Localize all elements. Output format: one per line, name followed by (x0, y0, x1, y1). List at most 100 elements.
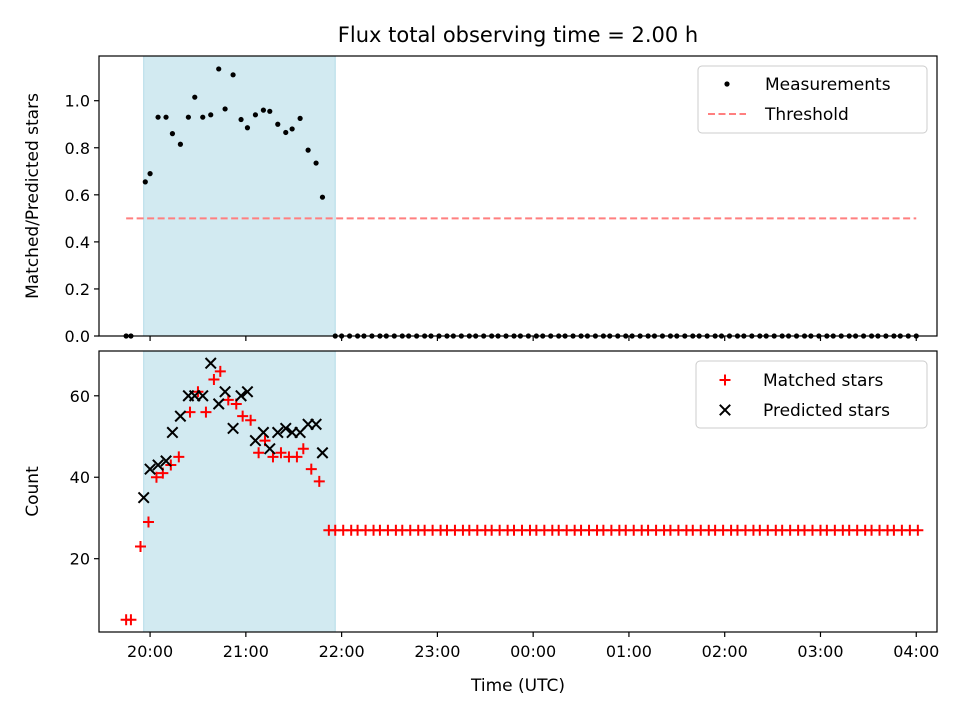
predicted-star-point (263, 442, 276, 455)
predicted-star-point (219, 385, 232, 398)
y-tick-label: 0.2 (65, 280, 90, 299)
matched-star-point (150, 471, 162, 483)
top-observing-span (143, 55, 336, 337)
y-tick-label: 0.6 (65, 186, 90, 205)
top-y-ticks: 0.0 0.2 0.4 0.6 0.8 1.0 (65, 92, 99, 346)
predicted-star-point (271, 426, 284, 439)
predicted-star-point (160, 455, 172, 467)
predicted-star-point (152, 459, 164, 471)
matched-star-point (313, 475, 325, 487)
measurement-point (142, 179, 148, 185)
predicted-star-point (212, 398, 225, 410)
measurement-point (319, 194, 326, 200)
x-tick-label: 21:00 (223, 642, 269, 661)
matched-star-point (142, 516, 154, 528)
chart-title: Flux total observing time = 2.00 h (338, 23, 698, 47)
measurement-point (305, 147, 311, 153)
bottom-axes-frame (98, 350, 938, 633)
measurement-point (185, 114, 191, 120)
legend-x-mark (719, 404, 731, 416)
matched-star-point (125, 614, 137, 626)
predicted-star-point (144, 463, 156, 476)
x-tick-label: 03:00 (797, 642, 843, 661)
top-legend-box (697, 65, 928, 134)
top-x-ticks (149, 336, 917, 341)
predicted-star-point (310, 418, 322, 431)
x-tick-label: 04:00 (893, 642, 939, 661)
x-tick-label: 00:00 (510, 642, 556, 661)
measurement-point (283, 129, 289, 136)
predicted-star-point (235, 389, 247, 402)
predicted-star-point (257, 426, 270, 439)
matched-star-point (200, 406, 212, 418)
predicted-star-point (137, 491, 150, 504)
matched-star-point (291, 451, 303, 463)
legend-plus-mark (719, 374, 731, 386)
x-tick-label: 23:00 (414, 642, 460, 661)
matched-star-point (237, 410, 249, 422)
measurement-point (222, 106, 228, 112)
matched-star-point (135, 540, 147, 552)
matched-star-point (305, 463, 317, 475)
bottom-series (120, 357, 924, 626)
measurement-point (147, 171, 153, 177)
matched-star-point (275, 447, 287, 459)
x-axis-label: Time (UTC) (470, 676, 565, 696)
matched-star-point (253, 447, 265, 459)
top-axes-frame (98, 55, 938, 337)
measurement-point (297, 115, 303, 121)
measurement-point (155, 114, 161, 120)
measurement-point (200, 114, 206, 120)
predicted-star-point (204, 357, 217, 370)
measurement-point (216, 66, 222, 72)
y-tick-label: 60 (70, 387, 90, 406)
matched-star-point (297, 443, 309, 455)
measurement-point (169, 131, 176, 137)
measurement-point (230, 72, 236, 78)
measurement-point (177, 141, 184, 147)
measurement-point (260, 107, 267, 113)
y-tick-label: 20 (70, 550, 90, 569)
legend-measurements-label: Measurements (765, 75, 891, 95)
matched-star-point (214, 365, 226, 377)
top-panel: Flux total observing time = 2.00 h Match… (23, 23, 938, 346)
measurement-point (238, 116, 244, 123)
measurement-point (267, 108, 273, 114)
x-tick-label: 01:00 (606, 642, 652, 661)
legend-threshold-label: Threshold (764, 105, 849, 125)
matched-star-point (184, 406, 196, 418)
bottom-x-ticks: 20:00 21:00 22:00 23:00 00:00 01:00 02:00 03:00… (127, 632, 939, 661)
matched-star-point (208, 374, 220, 386)
bottom-legend: Matched stars Predicted stars (695, 360, 928, 429)
top-y-axis-label: Matched/Predicted stars (23, 93, 43, 299)
predicted-star-point (227, 422, 239, 435)
measurement-point (275, 121, 281, 127)
predicted-star-point (316, 446, 329, 459)
predicted-star-point (279, 422, 292, 435)
measurement-point (192, 94, 198, 100)
matched-star-point (912, 524, 924, 536)
legend-predicted-label: Predicted stars (763, 401, 890, 421)
y-tick-label: 0.8 (65, 139, 90, 158)
legend-predicted-marker (719, 404, 731, 416)
measurement-point (289, 126, 295, 132)
legend-matched-label: Matched stars (763, 371, 883, 391)
x-tick-label: 22:00 (319, 642, 365, 661)
bottom-y-ticks: 20 40 60 (70, 387, 99, 569)
y-tick-label: 40 (70, 468, 90, 487)
x-tick-label: 02:00 (702, 642, 748, 661)
matched-star-point (245, 414, 257, 426)
y-tick-label: 1.0 (65, 92, 90, 111)
legend-measurements-marker (724, 81, 730, 87)
y-tick-label: 0.0 (65, 327, 90, 346)
x-tick-label: 20:00 (127, 642, 173, 661)
bottom-legend-box (695, 360, 928, 429)
predicted-star-point (174, 410, 187, 423)
measurement-point (244, 125, 251, 131)
bottom-y-axis-label: Count (23, 466, 43, 517)
measurement-point (208, 112, 214, 118)
legend-matched-marker (719, 374, 731, 386)
measurement-point (163, 114, 169, 120)
